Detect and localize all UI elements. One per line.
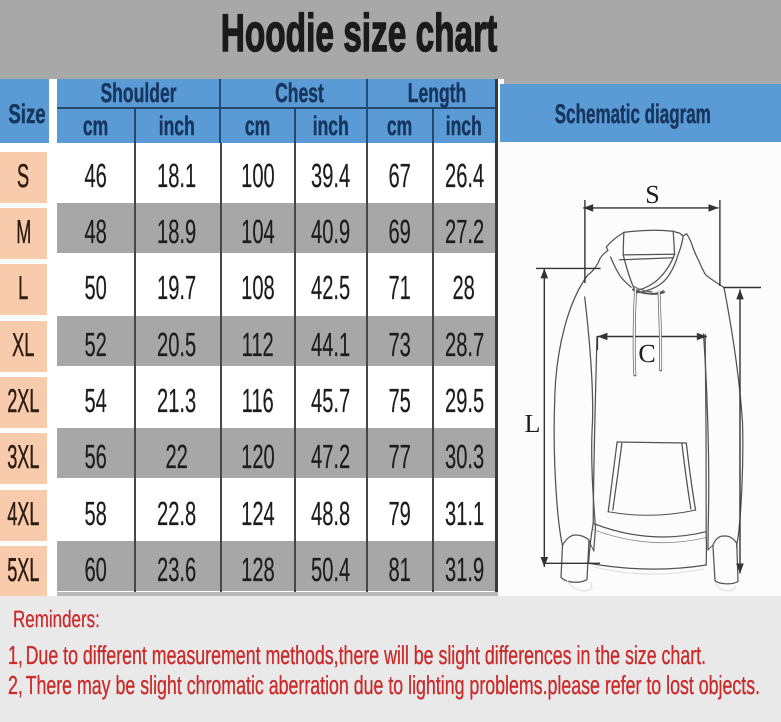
svg-text:S: S <box>645 180 659 209</box>
svg-text:C: C <box>638 339 655 368</box>
svg-text:L: L <box>525 409 541 438</box>
